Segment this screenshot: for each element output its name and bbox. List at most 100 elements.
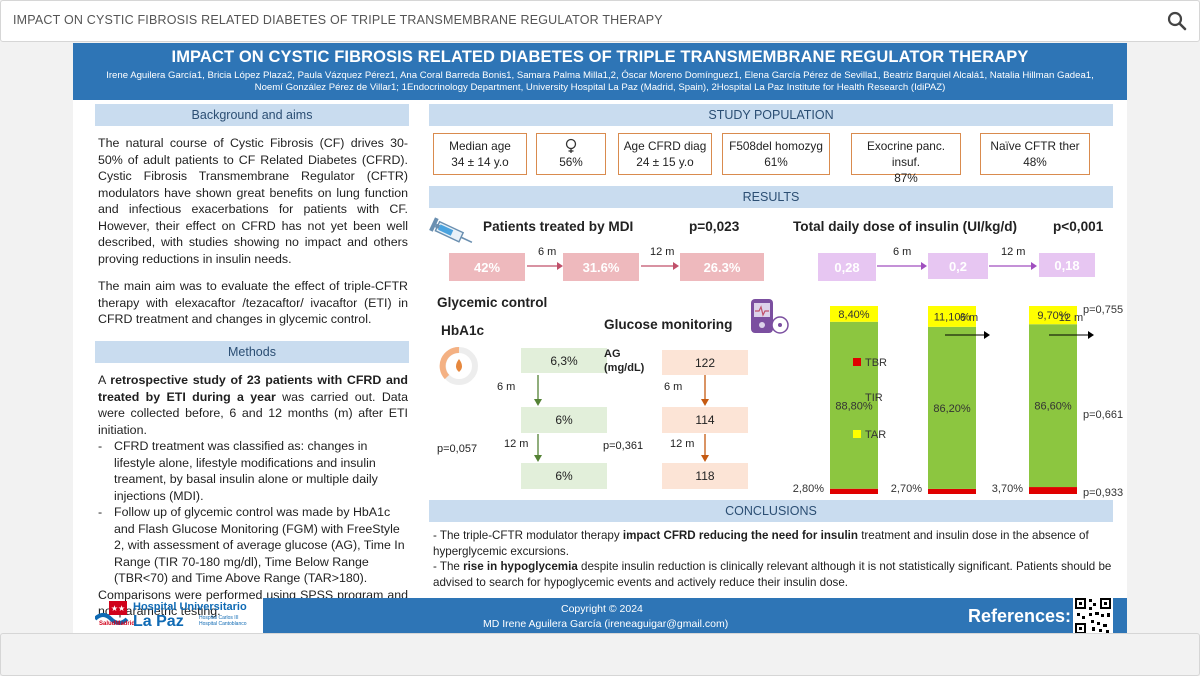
viewer-bottom-bar xyxy=(0,633,1200,676)
saludmadrid-text: SaludMadrid xyxy=(99,621,136,627)
tbr-value-label: 2,70% xyxy=(891,483,922,495)
poster-footer: Copyright © 2024 MD Irene Aguilera Garcí… xyxy=(263,596,1127,638)
population-label: Median age xyxy=(449,139,511,153)
background-paragraph-1: The natural course of Cystic Fibrosis (C… xyxy=(98,136,408,266)
population-value: 87% xyxy=(894,171,918,185)
arrow-label-12m: 12 m xyxy=(1059,312,1083,324)
glucose-meter-icon xyxy=(751,299,789,334)
syringe-icon xyxy=(429,217,473,244)
population-box: F508del homozyg 61% xyxy=(722,133,830,175)
background-text: The natural course of Cystic Fibrosis (C… xyxy=(98,135,408,328)
mdi-p-value: p=0,023 xyxy=(689,219,740,234)
ag-p-value: p=0,361 xyxy=(603,440,644,452)
search-icon xyxy=(1167,11,1187,31)
insulin-12m-box: 0,18 xyxy=(1039,253,1095,277)
tbr-bar xyxy=(830,488,878,494)
conclusion-1-bold: impact CFRD reducing the need for insuli… xyxy=(622,529,858,542)
logo-sub: Hospital Carlos III Hospital Cantoblanco xyxy=(199,615,247,627)
tar-bar xyxy=(928,306,976,327)
background-heading: Background and aims xyxy=(95,104,409,126)
background-paragraph-2: The main aim was to evaluate the effect … xyxy=(98,279,408,326)
p-value-tar: p=0,755 xyxy=(1083,304,1123,316)
legend-swatch xyxy=(853,358,861,366)
population-box: Median age 34 ± 14 y.o xyxy=(433,133,527,175)
insulin-baseline-box: 0,28 xyxy=(818,253,876,281)
conclusions-text: - The triple-CFTR modulator therapy impa… xyxy=(433,528,1113,590)
insulin-arrow-label-2: 12 m xyxy=(1001,246,1026,258)
hba1c-baseline-box: 6,3% xyxy=(521,348,607,373)
glucose-monitoring-title: Glucose monitoring xyxy=(604,317,733,332)
p-value-tir: p=0,661 xyxy=(1083,409,1123,421)
svg-text:★★: ★★ xyxy=(111,604,125,613)
study-population-heading: STUDY POPULATION xyxy=(429,104,1113,126)
hba1c-12m-box: 6% xyxy=(521,463,607,489)
poster-header: IMPACT ON CYSTIC FIBROSIS RELATED DIABET… xyxy=(73,43,1127,100)
legend-label: TBR xyxy=(865,357,887,369)
ag-baseline-box: 122 xyxy=(662,350,748,375)
ag-arrow-label-1: 6 m xyxy=(664,381,683,393)
conclusion-1: - The triple-CFTR modulator therapy impa… xyxy=(433,529,1089,558)
glycemic-arrows xyxy=(534,375,709,462)
tar-value-label: 11,10% xyxy=(934,311,971,323)
tir-value-label: 86,60% xyxy=(1034,401,1072,413)
gauge-icon xyxy=(439,346,478,385)
methods-text: A retrospective study of 23 patients wit… xyxy=(98,372,408,620)
ag-6m-box: 114 xyxy=(662,407,748,433)
tir-bar xyxy=(1029,324,1077,488)
mdi-6m-box: 31.6% xyxy=(563,253,639,281)
tir-bar xyxy=(830,321,878,489)
contact: MD Irene Aguilera García (ireneaguigar@g… xyxy=(483,618,729,630)
tir-chart: 8,40% 88,80% 2,80% 11,10% 86,20% 2,70% 9,70% 86… xyxy=(793,304,1123,499)
tir-bar xyxy=(928,326,976,489)
mdi-12m-box: 26.3% xyxy=(680,253,764,281)
population-box: Naïve CFTR ther 48% xyxy=(980,133,1090,175)
hba1c-p-value: p=0,057 xyxy=(437,443,478,455)
arrow-6m-head xyxy=(984,331,990,339)
population-box: Exocrine panc. insuf. 87% xyxy=(851,133,961,185)
tir-value-label: 86,20% xyxy=(933,403,971,415)
tbr-value-label: 3,70% xyxy=(992,483,1023,495)
ag-label: AG (mg/dL) xyxy=(604,348,645,374)
population-value: 24 ± 15 y.o xyxy=(636,155,694,169)
arrow-label-6m: 6 m xyxy=(960,312,978,324)
ag-12m-box: 118 xyxy=(662,463,748,489)
hospital-logo: ★★ SaludMadrid Hospital Universitario La… xyxy=(95,601,265,635)
population-label: Exocrine panc. insuf. xyxy=(866,139,946,169)
population-value: 34 ± 14 y.o xyxy=(451,155,509,169)
legend-label: TAR xyxy=(865,429,886,441)
conclusion-2: - The rise in hypoglycemia despite insul… xyxy=(433,560,1112,589)
methods-intro: A retrospective study of 23 patients wit… xyxy=(98,373,408,437)
population-value: 48% xyxy=(1023,155,1047,169)
search-button[interactable] xyxy=(1165,9,1189,33)
population-box: Age CFRD diag 24 ± 15 y.o xyxy=(618,133,712,175)
arrow-12m-head xyxy=(1088,331,1094,339)
tbr-value-label: 2,80% xyxy=(793,483,824,495)
results-arrows xyxy=(527,262,1037,270)
population-label: Naïve CFTR ther xyxy=(990,139,1080,153)
mdi-arrow-label-2: 12 m xyxy=(650,246,675,258)
insulin-title: Total daily dose of insulin (UI/kg/d) xyxy=(793,219,1018,234)
population-box: 56% xyxy=(536,133,606,175)
mdi-baseline-box: 42% xyxy=(449,253,525,281)
hba1c-arrow-label-2: 12 m xyxy=(504,438,529,450)
document-title: IMPACT ON CYSTIC FIBROSIS RELATED DIABET… xyxy=(13,13,663,27)
hba1c-arrow-label-1: 6 m xyxy=(497,381,516,393)
poster-title: IMPACT ON CYSTIC FIBROSIS RELATED DIABET… xyxy=(171,48,1029,66)
tbr-bar xyxy=(1029,487,1077,494)
glycemic-control-title: Glycemic control xyxy=(437,295,548,310)
methods-heading: Methods xyxy=(95,341,409,363)
female-icon xyxy=(537,138,605,154)
hba1c-6m-box: 6% xyxy=(521,407,607,433)
methods-bullet: - CFRD treatment was classified as: chang… xyxy=(98,439,378,503)
references-label: References: xyxy=(968,606,1072,626)
legend-label: TIR xyxy=(865,392,883,404)
tar-bar xyxy=(830,306,878,322)
viewer-top-bar: IMPACT ON CYSTIC FIBROSIS RELATED DIABET… xyxy=(0,0,1200,42)
tar-bar xyxy=(1029,306,1077,325)
insulin-p-value: p<0,001 xyxy=(1053,219,1104,234)
insulin-6m-box: 0,2 xyxy=(928,253,988,279)
ag-arrow-label-2: 12 m xyxy=(670,438,695,450)
qr-code-icon[interactable] xyxy=(1073,596,1113,636)
population-value: 61% xyxy=(764,155,788,169)
poster-authors: Irene Aguilera García1, Bricia López Pla… xyxy=(106,70,1094,93)
